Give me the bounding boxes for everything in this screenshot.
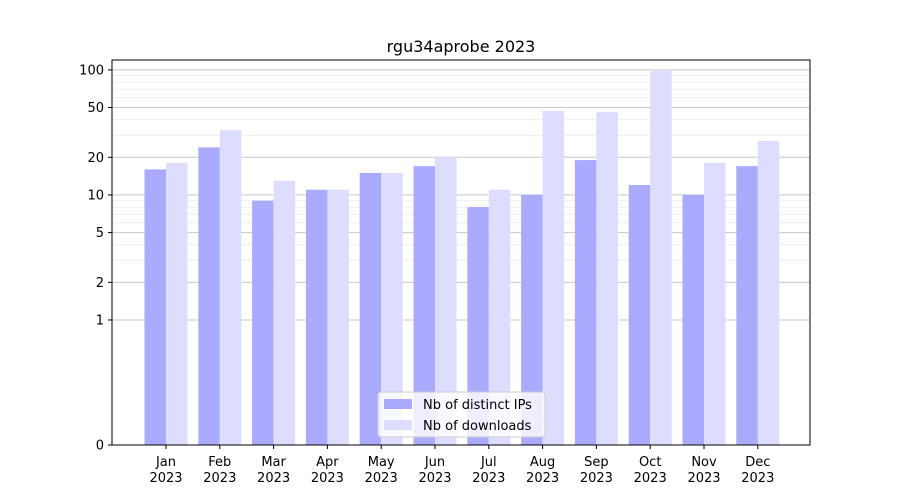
bar-downloads — [327, 189, 349, 445]
x-tick-label-year: 2023 — [526, 471, 559, 486]
bar-distinct-ips — [144, 169, 166, 445]
x-tick-label-month: Aug — [530, 455, 555, 470]
x-tick-label-month: Dec — [745, 455, 770, 470]
bar-downloads — [596, 112, 618, 445]
bars — [144, 70, 780, 446]
bar-distinct-ips — [467, 207, 489, 445]
bar-downloads — [650, 70, 672, 446]
y-tick-label: 100 — [79, 63, 104, 78]
x-tick-label-year: 2023 — [149, 471, 182, 486]
x-tick-label-month: Apr — [316, 455, 339, 470]
bar-downloads — [381, 172, 403, 445]
bar-downloads — [488, 189, 511, 445]
x-tick-label-month: Oct — [639, 455, 661, 470]
x-tick-label-year: 2023 — [203, 471, 236, 486]
bar-downloads — [757, 140, 780, 445]
legend-swatch — [384, 420, 412, 430]
x-tick-label-year: 2023 — [634, 471, 667, 486]
x-tick-label-year: 2023 — [418, 471, 451, 486]
bar-downloads — [542, 110, 565, 445]
x-tick-label-month: Jan — [155, 455, 176, 470]
x-tick-label-month: Nov — [691, 455, 717, 470]
legend-label: Nb of distinct IPs — [423, 398, 532, 413]
legend-box — [377, 391, 546, 438]
bar-distinct-ips — [413, 166, 435, 445]
bar-distinct-ips — [198, 147, 220, 446]
bar-downloads — [219, 130, 242, 445]
legend: Nb of distinct IPs Nb of downloads — [377, 391, 546, 438]
bar-distinct-ips — [359, 172, 382, 445]
y-tick-label: 0 — [96, 439, 104, 454]
x-tick-label-month: Feb — [208, 455, 231, 470]
bar-distinct-ips — [574, 160, 597, 445]
x-tick-label-year: 2023 — [257, 471, 290, 486]
bar-distinct-ips — [682, 194, 704, 445]
y-tick-label: 2 — [96, 276, 104, 291]
bar-downloads — [704, 163, 726, 445]
legend-label: Nb of downloads — [423, 419, 532, 434]
x-tick-label-month: Jul — [480, 455, 497, 470]
y-tick-label: 10 — [87, 188, 104, 203]
x-axis: Jan2023Feb2023Mar2023Apr2023May2023Jun20… — [149, 445, 774, 486]
x-tick-label-month: Mar — [261, 455, 286, 470]
x-tick-label-year: 2023 — [365, 471, 398, 486]
y-axis: 0 1 2 5 10 20 50 100 — [79, 63, 112, 454]
y-tick-label: 20 — [87, 151, 104, 166]
x-tick-label-year: 2023 — [472, 471, 505, 486]
x-tick-label-year: 2023 — [741, 471, 774, 486]
bar-downloads — [273, 180, 296, 445]
chart-title: rgu34aprobe 2023 — [387, 37, 536, 56]
plot-frame — [111, 59, 811, 446]
x-tick-label-month: Jun — [424, 455, 445, 470]
x-tick-label-year: 2023 — [687, 471, 720, 486]
y-tick-label: 5 — [96, 226, 104, 241]
bar-distinct-ips — [736, 166, 758, 445]
y-tick-label: 50 — [87, 101, 104, 116]
bar-distinct-ips — [521, 194, 543, 445]
x-tick-label-month: Sep — [584, 455, 609, 470]
x-tick-label-year: 2023 — [311, 471, 344, 486]
legend-swatch — [384, 399, 412, 409]
bar-downloads — [166, 163, 188, 445]
bar-distinct-ips — [628, 185, 651, 445]
bar-distinct-ips — [305, 189, 328, 445]
y-tick-label: 1 — [96, 313, 104, 328]
bar-downloads — [435, 157, 457, 445]
x-tick-label-month: May — [368, 455, 395, 470]
bar-distinct-ips — [252, 200, 274, 445]
x-tick-label-year: 2023 — [580, 471, 613, 486]
